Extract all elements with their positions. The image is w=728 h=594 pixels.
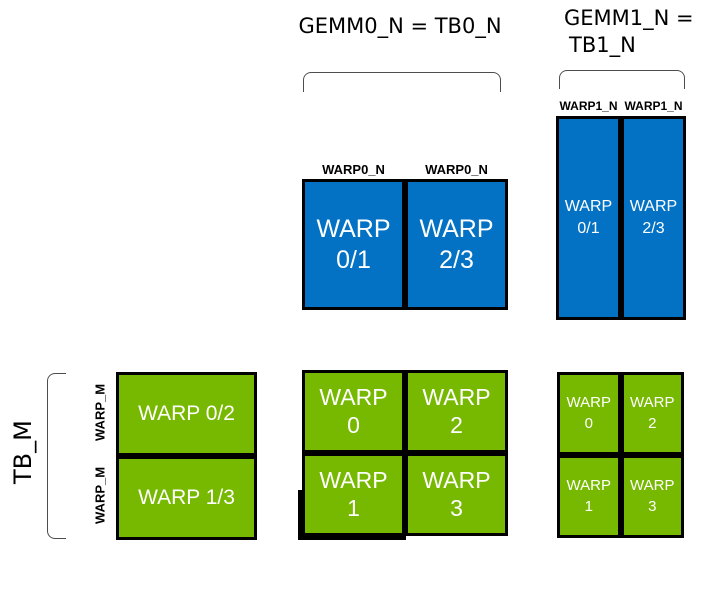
threadblock-tile-left: WARP 0/2 WARP 1/3 [116,372,257,540]
warp-m-label-top: WARP_M [92,383,108,441]
right-warp-tile-1: WARP 1 [557,455,621,538]
warp-tile-text-line1: WARP [630,394,675,412]
gemm0-warp-tile-01: WARP 0/1 [302,179,405,310]
gemm1-n-title-line2: TB1_N [569,33,636,57]
warp-tile-text-line1: WARP [422,466,491,493]
warp-tile-text-line1: WARP [419,215,494,243]
warp-tile-text-line1: WARP [422,383,491,410]
gemm1-n-title-line1: GEMM1_N = [564,6,694,30]
warp-tile-text-line1: WARP [566,394,611,412]
warp-tile-text-line2: 2 [450,411,463,438]
tb-m-label: TB_M [9,420,37,484]
center-warp-tile-1: WARP 1 [302,453,405,536]
gemm0-warp-tile-23: WARP 2/3 [405,179,508,310]
warp-tile-text-line2: 2 [648,414,657,432]
warp-tile-text-line2: 0 [584,414,593,432]
gemm1-accumulator-tiles: WARP 0/1 WARP 2/3 [556,116,686,320]
right-warp-tile-2: WARP 2 [620,372,684,455]
warp1-n-labels: WARP1_N WARP1_N [556,99,686,113]
warp-tile-text-line2: 0/1 [336,245,371,274]
warp0-n-labels: WARP0_N WARP0_N [302,162,508,177]
gemm1-n-extent-bracket [559,70,685,89]
warp1-n-label-right: WARP1_N [624,99,683,113]
warp-tile-text-line2: 3 [450,494,463,521]
center-warp-tile-0: WARP 0 [302,370,405,453]
grid-border-offset-artifact [298,532,406,540]
warp1-n-label-left: WARP1_N [559,99,618,113]
warp-tile-text-line1: WARP [319,383,388,410]
warp-tile-text-line1: WARP [566,477,611,495]
left-warp-tile-13: WARP 1/3 [116,456,257,540]
warp-tile-text-line1: WARP [316,215,391,243]
center-warp-tile-3: WARP 3 [405,453,508,536]
warp-tile-text: WARP 0/2 [138,402,235,425]
warp-tile-text-line2: 1 [347,494,360,521]
warp-tile-text-line1: WARP [629,197,678,215]
gemm0-n-extent-bracket [303,72,501,92]
right-warp-tile-0: WARP 0 [557,372,621,455]
gemm1-n-title: GEMM1_N = TB1_N [564,5,714,59]
warp-tile-text-line2: 0 [347,411,360,438]
warp-tile-text-line2: 2/3 [439,245,474,274]
center-warp-tile-2: WARP 2 [405,370,508,453]
warp-tile-text: WARP 1/3 [138,486,235,509]
tb-m-extent-bracket [47,373,66,539]
gemm1-warp-tile-01: WARP 0/1 [556,116,621,320]
warp-tile-text-line1: WARP [564,197,613,215]
warp-tile-text-line2: 3 [648,497,657,515]
gemm0-accumulator-tiles: WARP 0/1 WARP 2/3 [302,179,508,310]
warp-tiles-right: WARP 0 WARP 2 WARP 1 WARP 3 [557,372,684,538]
warp-tile-text-line2: 0/1 [577,220,600,237]
warp-tile-text-line2: 2/3 [642,220,665,237]
gemm1-warp-tile-23: WARP 2/3 [621,116,686,320]
right-warp-tile-3: WARP 3 [620,455,684,538]
left-warp-tile-02: WARP 0/2 [116,372,257,456]
warp-tile-text-line2: 1 [584,497,593,515]
warp0-n-label-left: WARP0_N [322,162,385,177]
gemm0-n-title: GEMM0_N = TB0_N [298,14,502,38]
warp-tiles-center: WARP 0 WARP 2 WARP 1 WARP 3 [302,370,508,536]
warp-tile-text-line1: WARP [319,466,388,493]
warp-m-label-bottom: WARP_M [92,466,108,524]
warp-tile-text-line1: WARP [630,477,675,495]
warp0-n-label-right: WARP0_N [425,162,488,177]
